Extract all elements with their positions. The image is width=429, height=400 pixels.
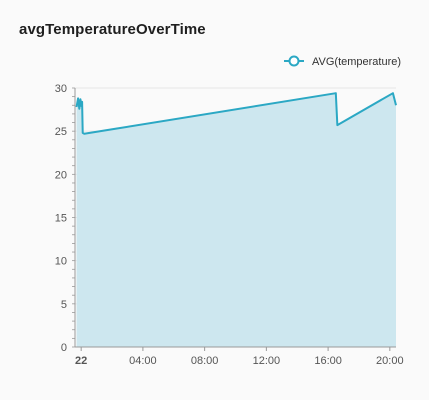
series-area-layer	[76, 93, 396, 348]
legend-marker-icon	[288, 55, 300, 67]
x-tick-label: 12:00	[253, 355, 281, 367]
y-tick-label: 10	[55, 256, 67, 268]
axes: 0 5 10 15 20 25 30 22 04:00 08:00 12:00 16:00 20:00	[55, 83, 404, 367]
x-tick-label: 04:00	[129, 355, 157, 367]
series-line-layer	[75, 92, 397, 135]
x-tick-label: 16:00	[314, 355, 342, 367]
legend[interactable]: AVG(temperature)	[284, 55, 401, 68]
y-tick-label: 25	[55, 126, 67, 138]
x-tick-label: 08:00	[191, 355, 219, 367]
y-tick-label: 30	[55, 83, 67, 95]
x-tick-label: 20:00	[376, 355, 404, 367]
y-tick-label: 15	[55, 213, 67, 225]
x-tick-label: 22	[75, 355, 87, 367]
legend-label[interactable]: AVG(temperature)	[312, 56, 401, 68]
y-tick-label: 0	[61, 342, 67, 354]
y-tick-label: 5	[61, 299, 67, 311]
series-area	[76, 93, 396, 348]
chart-title: avgTemperatureOverTime	[19, 21, 206, 38]
y-tick-label: 20	[55, 169, 67, 181]
series-line	[75, 92, 397, 135]
